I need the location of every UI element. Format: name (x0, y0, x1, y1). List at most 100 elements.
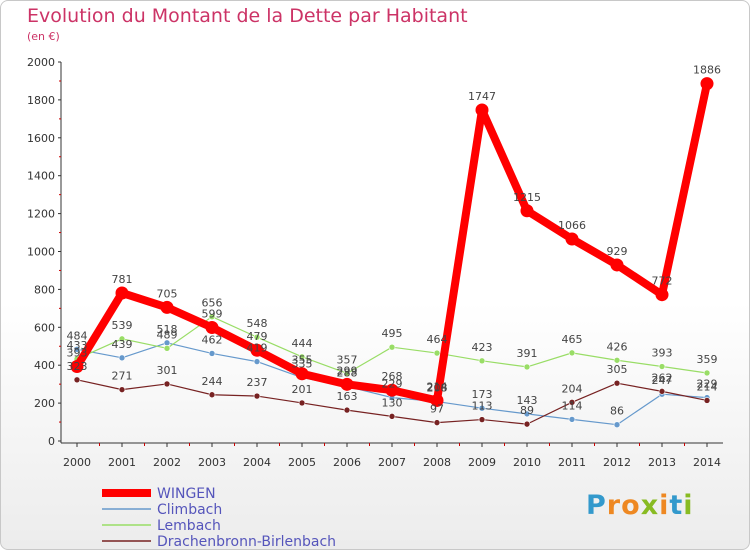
proxiti-logo: Proxiti (586, 490, 694, 521)
y-tick-label: 1600 (27, 132, 55, 145)
chart-title: Evolution du Montant de la Dette par Hab… (27, 5, 468, 27)
x-tick-label: 2013 (648, 456, 676, 469)
data-label: 214 (697, 380, 718, 393)
series-group (70, 77, 714, 429)
data-label: 539 (112, 319, 133, 332)
data-label: 548 (247, 317, 268, 330)
logo-letter: o (621, 490, 641, 521)
data-point (523, 410, 531, 418)
data-point (478, 404, 486, 412)
x-tick-label: 2010 (513, 456, 541, 469)
data-label: 288 (337, 366, 358, 379)
x-tick-label: 2008 (423, 456, 451, 469)
data-point (523, 420, 531, 428)
data-point (478, 416, 486, 423)
data-point (568, 399, 576, 406)
data-point (478, 357, 486, 365)
data-point (208, 313, 216, 320)
data-point (388, 343, 396, 351)
chart-unit: (en €) (27, 30, 60, 43)
y-tick-label: 1200 (27, 208, 55, 221)
x-tick-label: 2004 (243, 456, 271, 469)
data-label: 419 (247, 342, 268, 355)
data-point (253, 392, 261, 400)
data-label: 237 (247, 376, 268, 389)
data-point (565, 232, 579, 246)
data-label: 214 (427, 380, 448, 393)
data-label: 357 (337, 353, 358, 366)
x-tick-label: 2014 (693, 456, 721, 469)
legend-entry: WINGEN (157, 486, 216, 502)
x-tick-label: 2003 (198, 456, 226, 469)
data-label: 299 (337, 364, 358, 377)
y-tick-label: 0 (48, 435, 55, 448)
data-point (163, 380, 171, 388)
data-label: 391 (517, 347, 538, 360)
data-label: 173 (472, 388, 493, 401)
logo-letter: t (669, 490, 684, 521)
data-point (523, 363, 531, 371)
legend-entry: Lembach (157, 518, 221, 534)
data-label: 97 (430, 403, 444, 416)
data-label: 163 (337, 390, 358, 403)
data-point (160, 300, 174, 314)
data-label: 114 (562, 399, 583, 412)
legend: WINGENClimbachLembachDrachenbronn-Birlen… (102, 486, 336, 549)
data-labels: 393 781 705 599 479 355 299 268 214 1747 1215 1066 9… (67, 64, 722, 418)
data-label: 781 (112, 273, 133, 286)
data-label: 393 (67, 347, 88, 360)
data-label: 772 (652, 275, 673, 288)
data-point (433, 419, 441, 426)
data-label: 433 (67, 339, 88, 352)
y-tick-label: 1000 (27, 246, 55, 259)
data-label: 1747 (468, 90, 496, 103)
data-label: 244 (202, 375, 223, 388)
data-label: 656 (202, 297, 223, 310)
data-point (208, 391, 216, 399)
data-point (118, 335, 126, 343)
logo-letter: x (640, 490, 660, 521)
data-point (520, 204, 534, 218)
data-label: 247 (652, 374, 673, 387)
data-point (73, 345, 81, 353)
data-point (430, 393, 444, 407)
data-label: 489 (157, 328, 178, 341)
data-label: 479 (247, 330, 268, 343)
x-tick-label: 2002 (153, 456, 181, 469)
data-label: 484 (67, 329, 88, 342)
data-label: 271 (112, 370, 133, 383)
y-tick-label: 1800 (27, 94, 55, 107)
y-tick-label: 1400 (27, 170, 55, 183)
data-point (610, 258, 624, 272)
data-label: 335 (292, 358, 313, 371)
x-tick-label: 2011 (558, 456, 586, 469)
data-label: 268 (382, 370, 403, 383)
data-point (115, 286, 129, 300)
data-label: 495 (382, 327, 403, 340)
data-label: 462 (202, 333, 223, 346)
data-label: 439 (112, 338, 133, 351)
legend-entry: Drachenbronn-Birlenbach (157, 534, 336, 549)
y-tick-label: 2000 (27, 56, 55, 69)
data-label: 929 (607, 245, 628, 258)
data-point (613, 421, 621, 429)
data-point (205, 320, 219, 334)
data-point (118, 386, 126, 393)
data-label: 444 (292, 337, 313, 350)
x-tick-label: 2000 (63, 456, 91, 469)
data-label: 393 (652, 347, 673, 360)
data-label: 705 (157, 287, 178, 300)
data-point (385, 383, 399, 397)
logo-letter: r (606, 490, 622, 521)
data-label: 464 (427, 333, 448, 346)
data-point (658, 363, 666, 370)
data-point (568, 416, 576, 423)
data-point (253, 358, 261, 365)
data-point (163, 345, 171, 352)
logo-letter: i (683, 490, 694, 521)
data-point (73, 376, 81, 384)
data-point (298, 399, 306, 407)
data-point (568, 349, 576, 357)
